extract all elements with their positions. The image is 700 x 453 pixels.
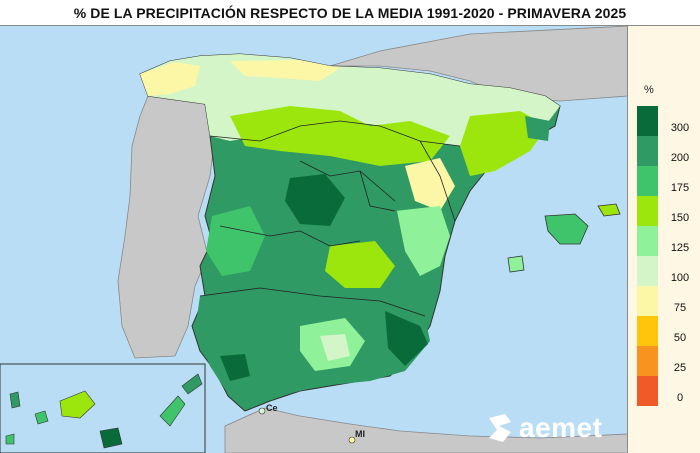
- east-light: [395, 206, 450, 276]
- legend-tick-label: 100: [670, 272, 690, 284]
- menorca: [597, 203, 621, 217]
- legend-unit: %: [644, 84, 654, 96]
- legend-swatch: [637, 136, 658, 166]
- ceuta-dot: [258, 407, 266, 415]
- legend-tick-label: 150: [670, 212, 690, 224]
- aemet-logo: aemet: [485, 410, 615, 450]
- legend-swatch: [637, 106, 658, 136]
- legend-tick-label: 0: [676, 392, 684, 404]
- aemet-logo-icon: [489, 414, 511, 442]
- legend-tick-label: 75: [673, 302, 687, 314]
- map-panel: Ce MI aemet: [0, 26, 628, 453]
- madrid-darkest: [285, 174, 345, 226]
- granada-pale: [320, 334, 350, 361]
- legend-swatch: [637, 166, 658, 196]
- melilla-label: MI: [355, 429, 365, 439]
- ebro-green: [460, 111, 548, 176]
- north-yellow-patch: [140, 62, 200, 96]
- legend-tick-label: 25: [673, 362, 687, 374]
- map-svg: [0, 26, 627, 453]
- title-bar: % DE LA PRECIPITACIÓN RESPECTO DE LA MED…: [0, 0, 700, 26]
- legend-tick-label: 125: [670, 242, 690, 254]
- canary-inset: [0, 363, 206, 453]
- ceuta-label: Ce: [266, 403, 278, 413]
- mallorca: [544, 213, 589, 245]
- cantabria-yellow: [230, 60, 340, 81]
- legend-tick-label: 50: [673, 332, 687, 344]
- cadiz-darkest: [220, 354, 250, 381]
- portugal-land: [117, 95, 216, 359]
- africa-land: [224, 407, 627, 453]
- legend-panel: % 300 200 175 150 125 100 75 50 25 0: [628, 26, 700, 453]
- map-title: % DE LA PRECIPITACIÓN RESPECTO DE LA MED…: [73, 5, 627, 21]
- la-mancha-green: [325, 241, 395, 288]
- legend-tick-label: 175: [670, 182, 690, 194]
- legend-swatch: [637, 316, 658, 346]
- legend-swatch: [637, 286, 658, 316]
- north-green-band: [230, 106, 450, 166]
- catalonia-dark: [525, 116, 550, 141]
- france-land: [329, 26, 627, 102]
- ibiza: [507, 255, 525, 273]
- extremadura-green: [206, 206, 265, 276]
- legend-swatch: [637, 226, 658, 256]
- legend-swatch: [637, 256, 658, 286]
- logo-text: aemet: [519, 412, 603, 443]
- legend-swatch: [637, 376, 658, 406]
- legend-tick-label: 300: [670, 122, 690, 134]
- legend-swatch: [637, 196, 658, 226]
- almeria-darkest: [385, 311, 428, 366]
- aragon-yellow: [405, 158, 455, 211]
- legend-tick-label: 200: [670, 152, 690, 164]
- legend-swatch: [637, 346, 658, 376]
- melilla-dot: [348, 436, 356, 444]
- region-borders: [199, 120, 461, 317]
